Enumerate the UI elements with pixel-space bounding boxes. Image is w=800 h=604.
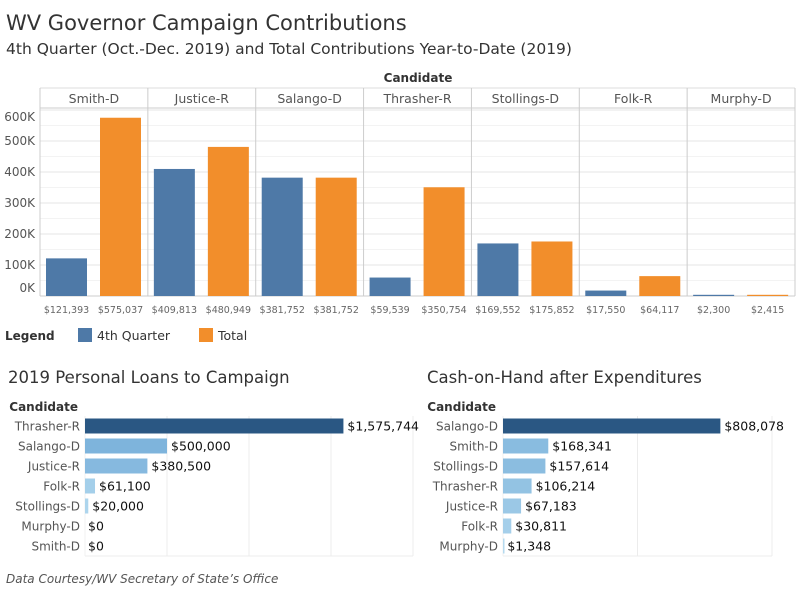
bar-value-label: $480,949 bbox=[206, 305, 251, 316]
cash-row-label: Justice-R bbox=[445, 500, 498, 514]
panel-header-smith-d: Smith-D bbox=[69, 91, 120, 106]
y-tick-label: 400K bbox=[4, 165, 36, 179]
bar-total-folk-r[interactable] bbox=[639, 276, 681, 296]
panel-header-salango-d: Salango-D bbox=[277, 91, 342, 106]
bar-total-stollings-d[interactable] bbox=[531, 241, 573, 296]
cash-row-header: Candidate bbox=[427, 400, 496, 414]
bar-value-label: $59,539 bbox=[370, 305, 409, 316]
cash-value-label: $1,348 bbox=[507, 539, 551, 554]
cash-bar-justice-r[interactable] bbox=[503, 498, 522, 514]
loans-bar-justice-r[interactable] bbox=[85, 458, 148, 474]
bar-quarter-thrasher-r[interactable] bbox=[369, 277, 411, 296]
loans-bar-salango-d[interactable] bbox=[85, 438, 167, 454]
cash-value-label: $67,183 bbox=[525, 499, 577, 514]
bar-quarter-stollings-d[interactable] bbox=[477, 243, 519, 296]
bar-value-label: $64,117 bbox=[640, 305, 679, 316]
loans-row-label: Stollings-D bbox=[15, 500, 80, 514]
panel-header-thrasher-r: Thrasher-R bbox=[382, 91, 451, 106]
loans-row-label: Murphy-D bbox=[21, 520, 80, 534]
bar-value-label: $381,752 bbox=[314, 305, 359, 316]
legend: Legend 4th Quarter Total bbox=[5, 328, 247, 343]
loans-value-label: $0 bbox=[88, 539, 104, 554]
y-tick-label: 600K bbox=[4, 110, 36, 124]
cash-row-label: Folk-R bbox=[461, 520, 498, 534]
bar-quarter-salango-d[interactable] bbox=[261, 177, 303, 296]
cash-bar-stollings-d[interactable] bbox=[503, 458, 546, 474]
y-tick-label: 200K bbox=[4, 227, 36, 241]
loans-row-label: Salango-D bbox=[18, 440, 80, 454]
legend-swatch-quarter[interactable] bbox=[78, 328, 92, 342]
column-header-candidate: Candidate bbox=[384, 71, 453, 85]
loans-bar-folk-r[interactable] bbox=[85, 478, 96, 494]
legend-label-total[interactable]: Total bbox=[217, 328, 247, 343]
bar-quarter-murphy-d[interactable] bbox=[693, 294, 735, 296]
cash-bar-smith-d[interactable] bbox=[503, 438, 549, 454]
bar-value-label: $575,037 bbox=[98, 305, 143, 316]
y-tick-label: 500K bbox=[4, 134, 36, 148]
loans-value-label: $20,000 bbox=[92, 499, 144, 514]
cash-value-label: $106,214 bbox=[536, 479, 596, 494]
bar-value-label: $169,552 bbox=[475, 305, 520, 316]
cash-row-label: Murphy-D bbox=[439, 540, 498, 554]
legend-title: Legend bbox=[5, 329, 55, 343]
loans-value-label: $1,575,744 bbox=[347, 419, 419, 434]
y-tick-label: 100K bbox=[4, 258, 36, 272]
loans-row-label: Justice-R bbox=[27, 460, 80, 474]
bar-total-smith-d[interactable] bbox=[100, 117, 141, 297]
cash-value-label: $157,614 bbox=[549, 459, 609, 474]
bar-value-label: $17,550 bbox=[586, 305, 625, 316]
loans-value-label: $500,000 bbox=[171, 439, 231, 454]
dashboard-title: WV Governor Campaign Contributions bbox=[6, 11, 407, 35]
bar-total-thrasher-r[interactable] bbox=[423, 187, 465, 296]
bar-quarter-smith-d[interactable] bbox=[46, 258, 87, 296]
bar-quarter-justice-r[interactable] bbox=[153, 168, 195, 296]
legend-swatch-total[interactable] bbox=[199, 328, 213, 342]
y-tick-label: 300K bbox=[4, 196, 36, 210]
cash-value-label: $30,811 bbox=[515, 519, 567, 534]
bar-value-label: $175,852 bbox=[529, 305, 574, 316]
loans-bar-thrasher-r[interactable] bbox=[85, 418, 344, 434]
cash-row-label: Smith-D bbox=[449, 440, 498, 454]
cash-row-label: Salango-D bbox=[436, 420, 498, 434]
bar-value-label: $409,813 bbox=[152, 305, 197, 316]
dashboard-subtitle: 4th Quarter (Oct.-Dec. 2019) and Total C… bbox=[6, 40, 572, 58]
loans-bar-stollings-d[interactable] bbox=[85, 498, 89, 514]
panel-header-stollings-d: Stollings-D bbox=[492, 91, 559, 106]
loans-value-label: $0 bbox=[88, 519, 104, 534]
footer-credit: Data Courtesy/WV Secretary of State’s Of… bbox=[6, 572, 278, 586]
cash-row-label: Stollings-D bbox=[433, 460, 498, 474]
loans-row-header: Candidate bbox=[9, 400, 78, 414]
cash-bar-murphy-d[interactable] bbox=[503, 538, 505, 554]
bar-total-salango-d[interactable] bbox=[315, 177, 357, 296]
bar-total-justice-r[interactable] bbox=[207, 146, 249, 296]
cash-row-label: Thrasher-R bbox=[432, 480, 498, 494]
cash-value-label: $808,078 bbox=[724, 419, 784, 434]
loans-value-label: $380,500 bbox=[151, 459, 211, 474]
panel-header-murphy-d: Murphy-D bbox=[711, 91, 772, 106]
cash-bar-salango-d[interactable] bbox=[503, 418, 721, 434]
loans-value-label: $61,100 bbox=[99, 479, 151, 494]
loans-row-label: Smith-D bbox=[31, 540, 80, 554]
bar-value-label: $121,393 bbox=[44, 305, 89, 316]
legend-label-quarter[interactable]: 4th Quarter bbox=[97, 328, 171, 343]
bar-value-label: $2,415 bbox=[751, 305, 784, 316]
panel-header-folk-r: Folk-R bbox=[614, 91, 653, 106]
bar-value-label: $381,752 bbox=[260, 305, 305, 316]
loans-row-label: Thrasher-R bbox=[14, 420, 80, 434]
bar-quarter-folk-r[interactable] bbox=[585, 290, 627, 296]
bar-total-murphy-d[interactable] bbox=[747, 294, 789, 296]
cash-bar-folk-r[interactable] bbox=[503, 518, 512, 534]
bar-value-label: $2,300 bbox=[697, 305, 730, 316]
panel-header-justice-r: Justice-R bbox=[174, 91, 230, 106]
loans-row-label: Folk-R bbox=[43, 480, 80, 494]
bar-value-label: $350,754 bbox=[421, 305, 466, 316]
cash-value-label: $168,341 bbox=[552, 439, 612, 454]
y-tick-label: 0K bbox=[19, 281, 36, 295]
cash-chart-title: Cash-on-Hand after Expenditures bbox=[427, 368, 702, 387]
cash-bar-thrasher-r[interactable] bbox=[503, 478, 532, 494]
loans-chart-title: 2019 Personal Loans to Campaign bbox=[8, 368, 290, 387]
